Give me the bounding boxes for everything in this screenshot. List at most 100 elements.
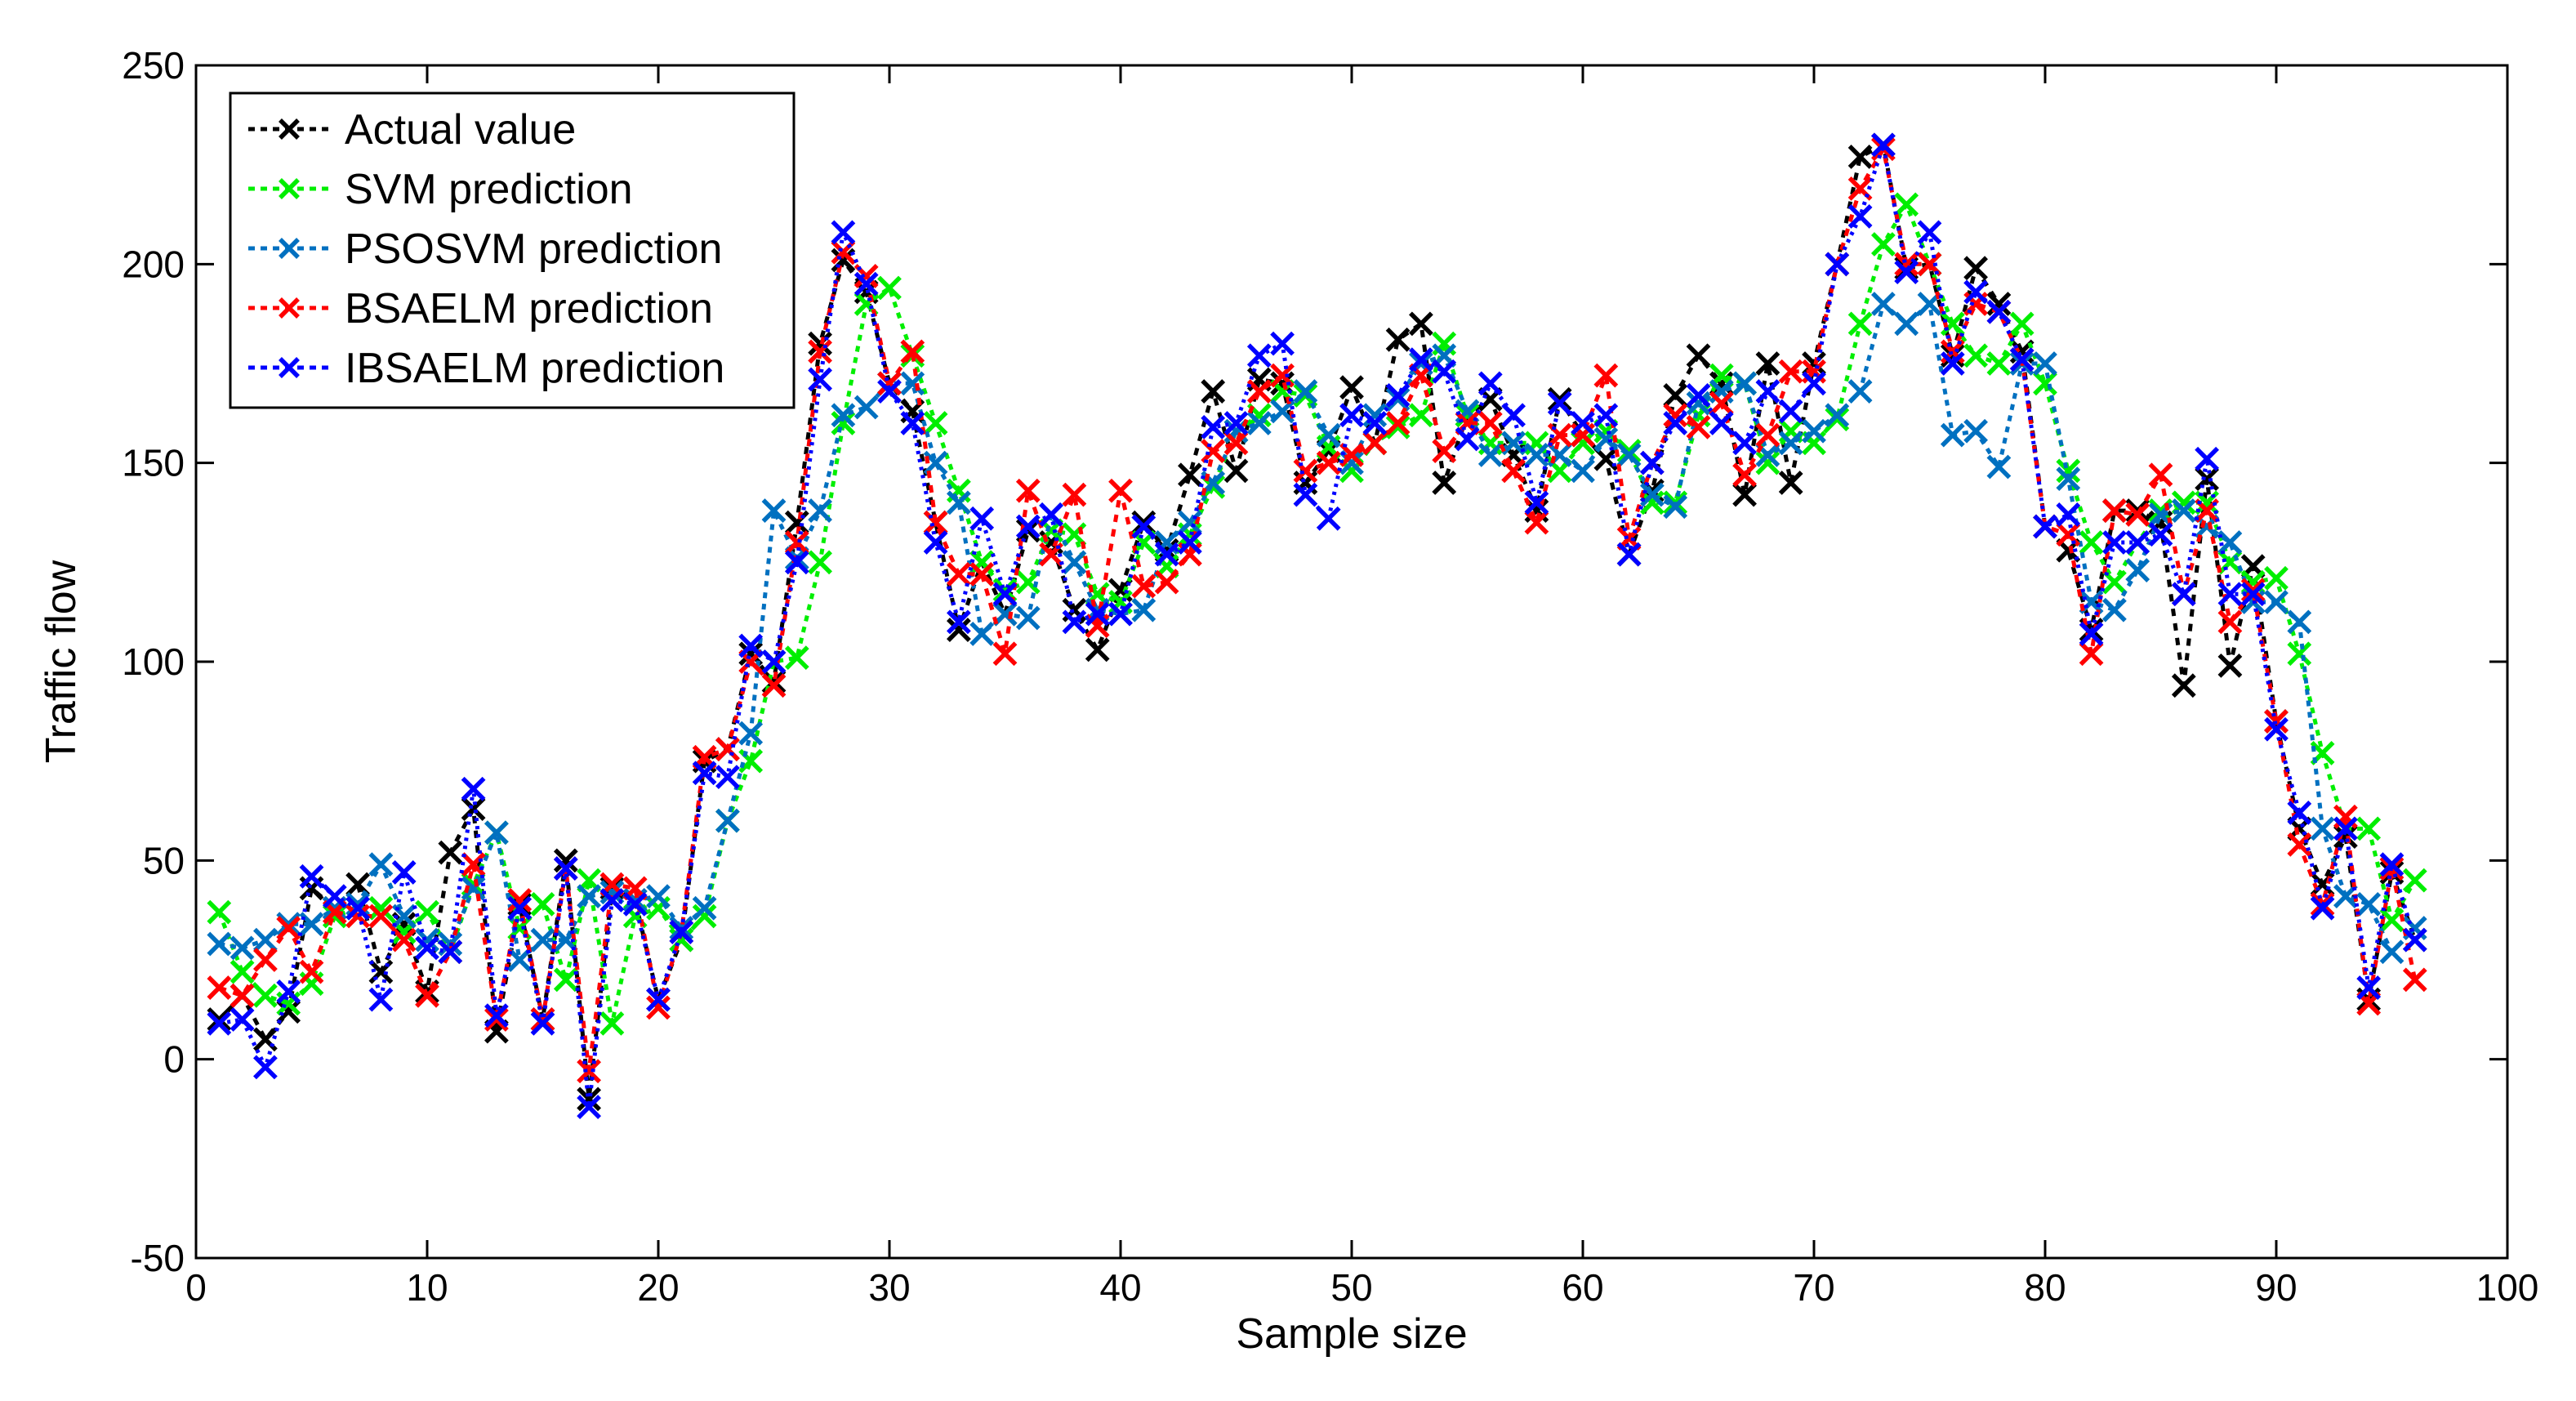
data-point-marker: [761, 649, 787, 674]
data-point-marker: [276, 916, 301, 940]
data-point-marker: [2217, 609, 2243, 635]
data-point-marker: [2217, 582, 2243, 607]
data-point-marker: [507, 948, 533, 972]
data-point-marker: [1640, 482, 1665, 507]
data-point-marker: [1778, 399, 1803, 424]
data-point-marker: [577, 1095, 601, 1119]
data-point-marker: [2171, 498, 2196, 523]
data-point-marker: [877, 275, 902, 301]
data-point-marker: [1362, 431, 1388, 456]
data-point-marker: [1616, 439, 1642, 463]
data-point-marker: [1339, 458, 1364, 484]
data-point-marker: [1154, 538, 1179, 563]
data-point-marker: [622, 876, 648, 901]
data-point-marker: [415, 899, 439, 925]
data-point-marker: [2217, 653, 2243, 678]
y-tick-label: 200: [122, 243, 185, 285]
data-point-marker: [1108, 601, 1133, 627]
data-point-marker: [1917, 292, 1942, 316]
data-point-marker: [853, 264, 879, 288]
data-point-marker: [299, 959, 324, 984]
data-point-marker: [646, 995, 671, 1020]
data-point-marker: [1802, 371, 1826, 396]
data-point-marker: [1894, 252, 1919, 277]
data-point-marker: [1409, 403, 1433, 428]
data-point-marker: [1871, 232, 1896, 257]
data-point-marker: [2033, 514, 2057, 539]
data-point-marker: [1062, 482, 1087, 507]
data-point-marker: [969, 506, 995, 531]
data-point-marker: [2171, 490, 2196, 515]
data-point-marker: [1940, 351, 1965, 376]
data-point-marker: [1963, 418, 1988, 444]
series-line: [218, 146, 2418, 1073]
x-tick-label: 90: [2255, 1266, 2297, 1309]
data-point-marker: [1409, 311, 1433, 337]
data-point-marker: [1131, 530, 1157, 555]
data-point-marker: [1270, 331, 1295, 356]
data-point-marker: [900, 339, 925, 364]
data-point-marker: [1015, 514, 1041, 539]
data-point-marker: [1686, 343, 1711, 368]
data-point-marker: [1593, 363, 1619, 388]
data-point-marker: [2356, 891, 2382, 917]
legend-label: Actual value: [345, 106, 576, 154]
data-point-marker: [599, 872, 625, 897]
data-point-marker: [1778, 359, 1803, 384]
data-point-marker: [853, 271, 879, 297]
data-point-marker: [1223, 431, 1249, 456]
legend-marker: [279, 178, 300, 199]
data-point-marker: [2079, 530, 2104, 555]
x-tick-label: 60: [1562, 1266, 1603, 1309]
data-point-marker: [2009, 311, 2035, 337]
legend-entry-1: SVM prediction: [248, 166, 633, 213]
data-point-marker: [1663, 403, 1688, 428]
legend-marker: [279, 238, 300, 259]
data-point-marker: [1755, 351, 1780, 376]
data-point-marker: [2310, 895, 2335, 921]
data-point-marker: [553, 967, 578, 993]
data-point-marker: [1062, 550, 1087, 575]
data-point-marker: [2102, 597, 2127, 622]
data-point-marker: [992, 578, 1018, 603]
data-point-marker: [276, 912, 301, 937]
data-point-marker: [1871, 292, 1896, 316]
data-point-marker: [1524, 443, 1549, 467]
data-point-marker: [947, 618, 971, 642]
data-point-marker: [738, 649, 764, 674]
legend-label: PSOSVM prediction: [345, 225, 722, 273]
y-axis-title: Traffic flow: [38, 560, 85, 763]
data-point-marker: [2171, 582, 2196, 607]
data-point-marker: [831, 220, 856, 245]
data-point-marker: [599, 1011, 625, 1036]
data-point-marker: [784, 530, 809, 555]
data-point-marker: [1940, 422, 1965, 448]
data-point-marker: [507, 888, 533, 912]
data-point-marker: [2402, 868, 2427, 893]
data-point-marker: [1178, 462, 1202, 488]
data-point-marker: [992, 582, 1018, 607]
data-point-marker: [230, 983, 255, 1008]
data-point-marker: [2056, 466, 2081, 492]
legend-marker: [279, 357, 300, 378]
data-point-marker: [1663, 494, 1688, 520]
data-point-marker: [2148, 462, 2173, 488]
data-point-marker: [577, 1086, 601, 1112]
data-point-marker: [1847, 204, 1873, 229]
data-point-marker: [2195, 446, 2219, 471]
data-point-marker: [1663, 411, 1688, 435]
data-point-marker: [599, 888, 625, 912]
data-point-marker: [1015, 605, 1041, 631]
data-point-marker: [530, 1007, 555, 1032]
data-point-marker: [992, 641, 1018, 667]
data-point-marker: [1871, 132, 1896, 158]
data-point-marker: [207, 1007, 232, 1032]
data-point-marker: [923, 530, 948, 555]
legend-label: BSAELM prediction: [345, 285, 713, 332]
data-point-marker: [1847, 379, 1873, 404]
data-point-marker: [715, 737, 740, 761]
data-point-marker: [1755, 422, 1780, 448]
data-point-marker: [507, 895, 533, 921]
data-point-marker: [2356, 816, 2382, 841]
data-point-marker: [461, 776, 486, 801]
